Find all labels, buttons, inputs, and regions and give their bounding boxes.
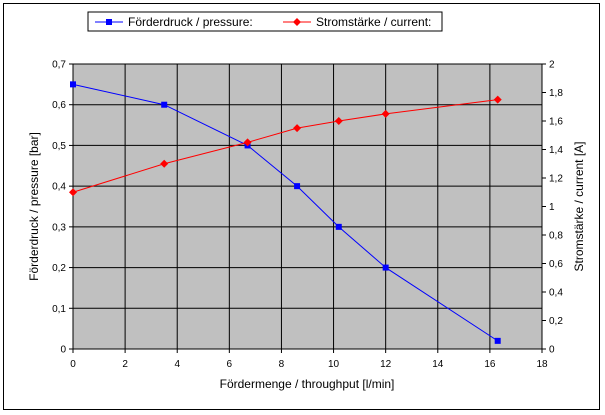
plot-border bbox=[72, 63, 543, 350]
y-right-tick-label: 0,2 bbox=[549, 316, 563, 327]
y-left-tick-label: 0,1 bbox=[52, 304, 66, 315]
data-point-current bbox=[160, 159, 169, 168]
x-tick-label: 18 bbox=[536, 359, 548, 370]
legend-label-current: Stromstärke / current: bbox=[316, 15, 431, 29]
y-left-tick-label: 0,2 bbox=[52, 263, 66, 274]
data-point-pressure bbox=[382, 264, 389, 271]
plot-area bbox=[73, 64, 542, 349]
x-tick-label: 10 bbox=[328, 359, 340, 370]
x-tick-label: 6 bbox=[227, 359, 233, 370]
y-right-tick-label: 0,4 bbox=[549, 288, 563, 299]
x-tick-label: 14 bbox=[432, 359, 444, 370]
y-right-tick-label: 0 bbox=[549, 345, 555, 356]
y-left-tick-label: 0,4 bbox=[52, 182, 66, 193]
data-point-pressure bbox=[161, 101, 168, 108]
y-right-tick-label: 2 bbox=[549, 60, 555, 71]
y-left-tick-label: 0,5 bbox=[52, 141, 66, 152]
grid bbox=[73, 64, 542, 349]
x-tick-label: 0 bbox=[70, 359, 76, 370]
legend-box bbox=[87, 11, 443, 32]
y-left-tick-label: 0 bbox=[60, 345, 66, 356]
y-right-tick-label: 1,8 bbox=[549, 88, 563, 99]
data-point-current bbox=[293, 124, 302, 133]
y-left-tick-label: 0,6 bbox=[52, 100, 66, 111]
series bbox=[69, 81, 502, 344]
data-point-pressure bbox=[294, 183, 301, 190]
data-point-current bbox=[334, 117, 343, 125]
y-right-tick-label: 1,6 bbox=[549, 117, 563, 128]
legend-marker-current bbox=[293, 18, 301, 26]
y-axis-right-label: Stromstärke / current [A] bbox=[572, 141, 586, 271]
y-right-tick-label: 1,2 bbox=[549, 174, 563, 185]
legend-label-pressure: Förderdruck / pressure: bbox=[128, 15, 253, 29]
x-tick-label: 2 bbox=[122, 359, 128, 370]
y-right-tick-label: 0,8 bbox=[549, 231, 563, 242]
legend-marker-pressure bbox=[106, 19, 112, 25]
x-axis-label: Fördermenge / throughput [l/min] bbox=[220, 377, 395, 391]
y-axis-left-label: Förderdruck / pressure [bar] bbox=[27, 132, 41, 281]
legend: Förderdruck / pressure: Stromstärke / cu… bbox=[87, 11, 443, 32]
y-right-tick-label: 1 bbox=[549, 202, 555, 213]
axes: 0 2 4 6 8 10 12 14 16 1800,10,20,30,40,50,60,700,… bbox=[52, 60, 563, 371]
x-tick-label: 8 bbox=[279, 359, 285, 370]
data-point-pressure bbox=[70, 81, 76, 88]
x-tick-label: 12 bbox=[380, 359, 392, 370]
data-point-pressure bbox=[494, 337, 501, 344]
data-point-pressure bbox=[335, 223, 342, 230]
y-left-tick-label: 0,7 bbox=[52, 60, 66, 71]
data-point-current bbox=[381, 109, 390, 118]
x-tick-label: 16 bbox=[484, 359, 496, 370]
y-right-tick-label: 1,4 bbox=[549, 145, 563, 156]
data-point-current bbox=[69, 188, 77, 197]
x-tick-label: 4 bbox=[174, 359, 180, 370]
data-point-current bbox=[493, 95, 502, 104]
y-left-tick-label: 0,3 bbox=[52, 222, 66, 233]
data-point-current bbox=[243, 138, 252, 147]
y-right-tick-label: 0,6 bbox=[549, 259, 563, 270]
